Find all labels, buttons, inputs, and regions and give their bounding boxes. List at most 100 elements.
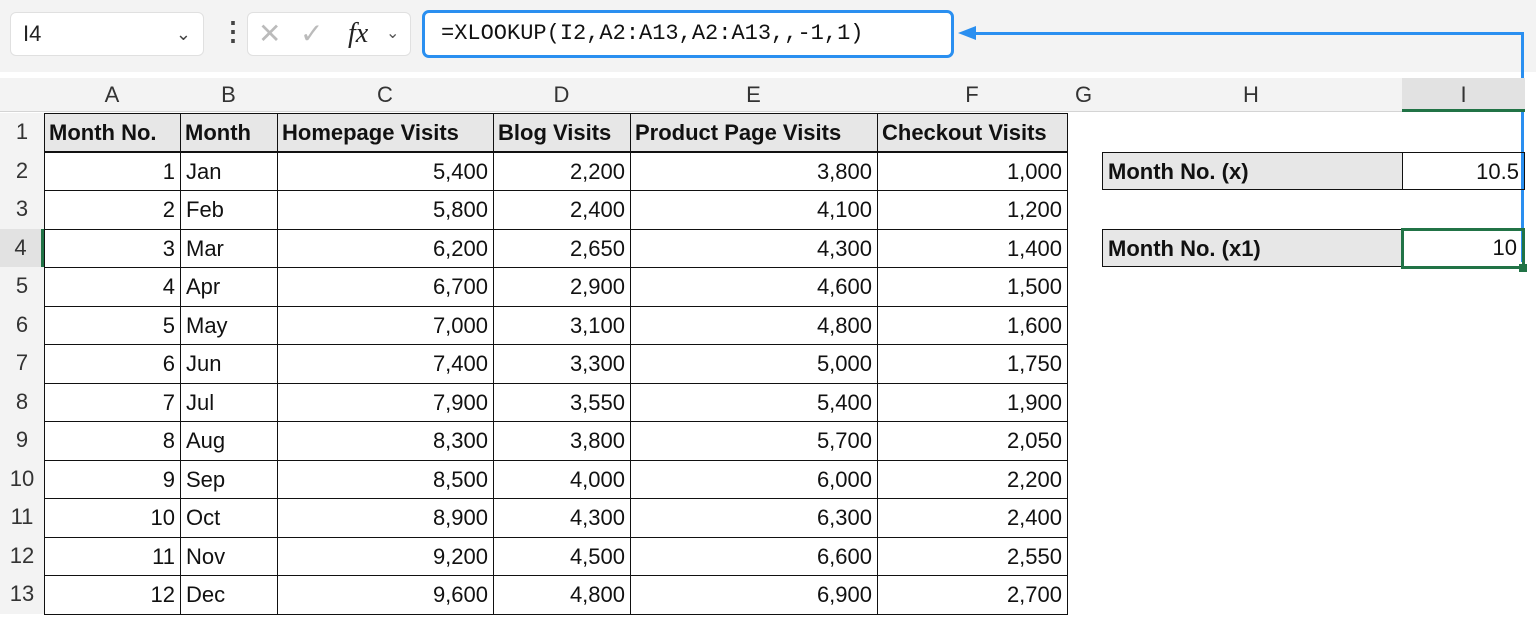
table-header-cell[interactable]: Checkout Visits xyxy=(877,113,1068,152)
column-header-B[interactable]: B xyxy=(180,78,277,112)
table-cell[interactable]: May xyxy=(180,305,278,345)
table-cell[interactable]: 2,900 xyxy=(493,267,631,307)
chevron-down-icon[interactable]: ⌄ xyxy=(386,25,400,42)
table-cell[interactable]: 1,900 xyxy=(877,382,1068,422)
column-header-G[interactable]: G xyxy=(1067,78,1100,112)
table-cell[interactable]: Dec xyxy=(180,575,278,615)
table-cell[interactable]: 3,550 xyxy=(493,382,631,422)
table-cell[interactable]: 1,750 xyxy=(877,344,1068,384)
row-header-10[interactable]: 10 xyxy=(0,459,44,498)
formula-input[interactable]: =XLOOKUP(I2,A2:A13,A2:A13,,-1,1) xyxy=(422,10,954,58)
table-cell[interactable]: 3,800 xyxy=(493,421,631,461)
row-header-13[interactable]: 13 xyxy=(0,575,44,614)
table-header-cell[interactable]: Homepage Visits xyxy=(277,113,494,152)
table-cell[interactable]: 5 xyxy=(44,305,181,345)
table-cell[interactable]: 6,200 xyxy=(277,228,494,268)
table-cell[interactable]: 4,000 xyxy=(493,459,631,499)
table-cell[interactable]: 7,400 xyxy=(277,344,494,384)
table-cell[interactable]: 9,600 xyxy=(277,575,494,615)
table-cell[interactable]: 1,500 xyxy=(877,267,1068,307)
table-cell[interactable]: 5,800 xyxy=(277,190,494,230)
table-cell[interactable]: 8,900 xyxy=(277,498,494,538)
table-cell[interactable]: 4,800 xyxy=(630,305,878,345)
table-cell[interactable]: 2,400 xyxy=(493,190,631,230)
table-cell[interactable]: 2 xyxy=(44,190,181,230)
table-cell[interactable]: 8 xyxy=(44,421,181,461)
table-cell[interactable]: 1,400 xyxy=(877,228,1068,268)
column-header-F[interactable]: F xyxy=(877,78,1067,112)
table-cell[interactable]: 2,700 xyxy=(877,575,1068,615)
table-cell[interactable]: 3,300 xyxy=(493,344,631,384)
table-cell[interactable]: Nov xyxy=(180,536,278,576)
table-cell[interactable]: 1 xyxy=(44,151,181,191)
table-cell[interactable]: Feb xyxy=(180,190,278,230)
table-cell[interactable]: 7,000 xyxy=(277,305,494,345)
row-header-8[interactable]: 8 xyxy=(0,382,44,421)
table-cell[interactable]: 8,300 xyxy=(277,421,494,461)
table-cell[interactable]: 7 xyxy=(44,382,181,422)
table-cell[interactable]: 8,500 xyxy=(277,459,494,499)
row-header-11[interactable]: 11 xyxy=(0,498,44,537)
table-cell[interactable]: 4,600 xyxy=(630,267,878,307)
row-header-5[interactable]: 5 xyxy=(0,267,44,306)
table-header-cell[interactable]: Month No. xyxy=(44,113,181,152)
table-cell[interactable]: 2,650 xyxy=(493,228,631,268)
table-cell[interactable]: 4,500 xyxy=(493,536,631,576)
lookup-x-label[interactable]: Month No. (x) xyxy=(1102,151,1403,190)
table-cell[interactable]: Jun xyxy=(180,344,278,384)
table-cell[interactable]: 2,050 xyxy=(877,421,1068,461)
table-cell[interactable]: 3,800 xyxy=(630,151,878,191)
column-header-H[interactable]: H xyxy=(1100,78,1402,112)
active-cell-i4[interactable]: 10 xyxy=(1401,227,1525,269)
row-header-7[interactable]: 7 xyxy=(0,344,44,383)
table-cell[interactable]: 12 xyxy=(44,575,181,615)
table-cell[interactable]: 5,700 xyxy=(630,421,878,461)
table-cell[interactable]: 1,600 xyxy=(877,305,1068,345)
check-icon[interactable]: ✓ xyxy=(300,18,324,49)
table-cell[interactable]: 5,000 xyxy=(630,344,878,384)
table-cell[interactable]: Aug xyxy=(180,421,278,461)
more-options-icon[interactable]: ⋮ xyxy=(220,16,246,46)
table-cell[interactable]: 5,400 xyxy=(277,151,494,191)
column-header-D[interactable]: D xyxy=(493,78,630,112)
row-header-4[interactable]: 4 xyxy=(0,228,44,267)
lookup-x1-label[interactable]: Month No. (x1) xyxy=(1102,228,1403,267)
column-header-A[interactable]: A xyxy=(44,78,180,112)
table-cell[interactable]: 5,400 xyxy=(630,382,878,422)
lookup-x-value[interactable]: 10.5 xyxy=(1402,151,1525,190)
table-cell[interactable]: 4,800 xyxy=(493,575,631,615)
column-header-I[interactable]: I xyxy=(1402,78,1525,112)
table-cell[interactable]: 1,200 xyxy=(877,190,1068,230)
table-cell[interactable]: 4 xyxy=(44,267,181,307)
table-cell[interactable]: Jul xyxy=(180,382,278,422)
table-cell[interactable]: 3 xyxy=(44,228,181,268)
table-cell[interactable]: 6 xyxy=(44,344,181,384)
table-cell[interactable]: 6,300 xyxy=(630,498,878,538)
column-header-C[interactable]: C xyxy=(277,78,493,112)
table-cell[interactable]: 4,100 xyxy=(630,190,878,230)
table-cell[interactable]: 1,000 xyxy=(877,151,1068,191)
table-cell[interactable]: 10 xyxy=(44,498,181,538)
row-header-12[interactable]: 12 xyxy=(0,536,44,575)
fx-icon[interactable]: fx xyxy=(348,18,369,49)
table-cell[interactable]: 7,900 xyxy=(277,382,494,422)
name-box[interactable]: I4 ⌄ xyxy=(10,12,204,56)
table-cell[interactable]: 6,700 xyxy=(277,267,494,307)
table-header-cell[interactable]: Product Page Visits xyxy=(630,113,878,152)
select-all-button[interactable] xyxy=(0,78,44,112)
chevron-down-icon[interactable]: ⌄ xyxy=(175,24,191,44)
table-header-cell[interactable]: Blog Visits xyxy=(493,113,631,152)
table-cell[interactable]: 4,300 xyxy=(630,228,878,268)
table-cell[interactable]: 9 xyxy=(44,459,181,499)
table-header-cell[interactable]: Month xyxy=(180,113,278,152)
row-header-1[interactable]: 1 xyxy=(0,113,44,152)
table-cell[interactable]: 6,600 xyxy=(630,536,878,576)
table-cell[interactable]: 6,900 xyxy=(630,575,878,615)
table-cell[interactable]: Jan xyxy=(180,151,278,191)
table-cell[interactable]: Mar xyxy=(180,228,278,268)
row-header-2[interactable]: 2 xyxy=(0,151,44,190)
table-cell[interactable]: Oct xyxy=(180,498,278,538)
table-cell[interactable]: 2,200 xyxy=(877,459,1068,499)
table-cell[interactable]: Sep xyxy=(180,459,278,499)
table-cell[interactable]: Apr xyxy=(180,267,278,307)
